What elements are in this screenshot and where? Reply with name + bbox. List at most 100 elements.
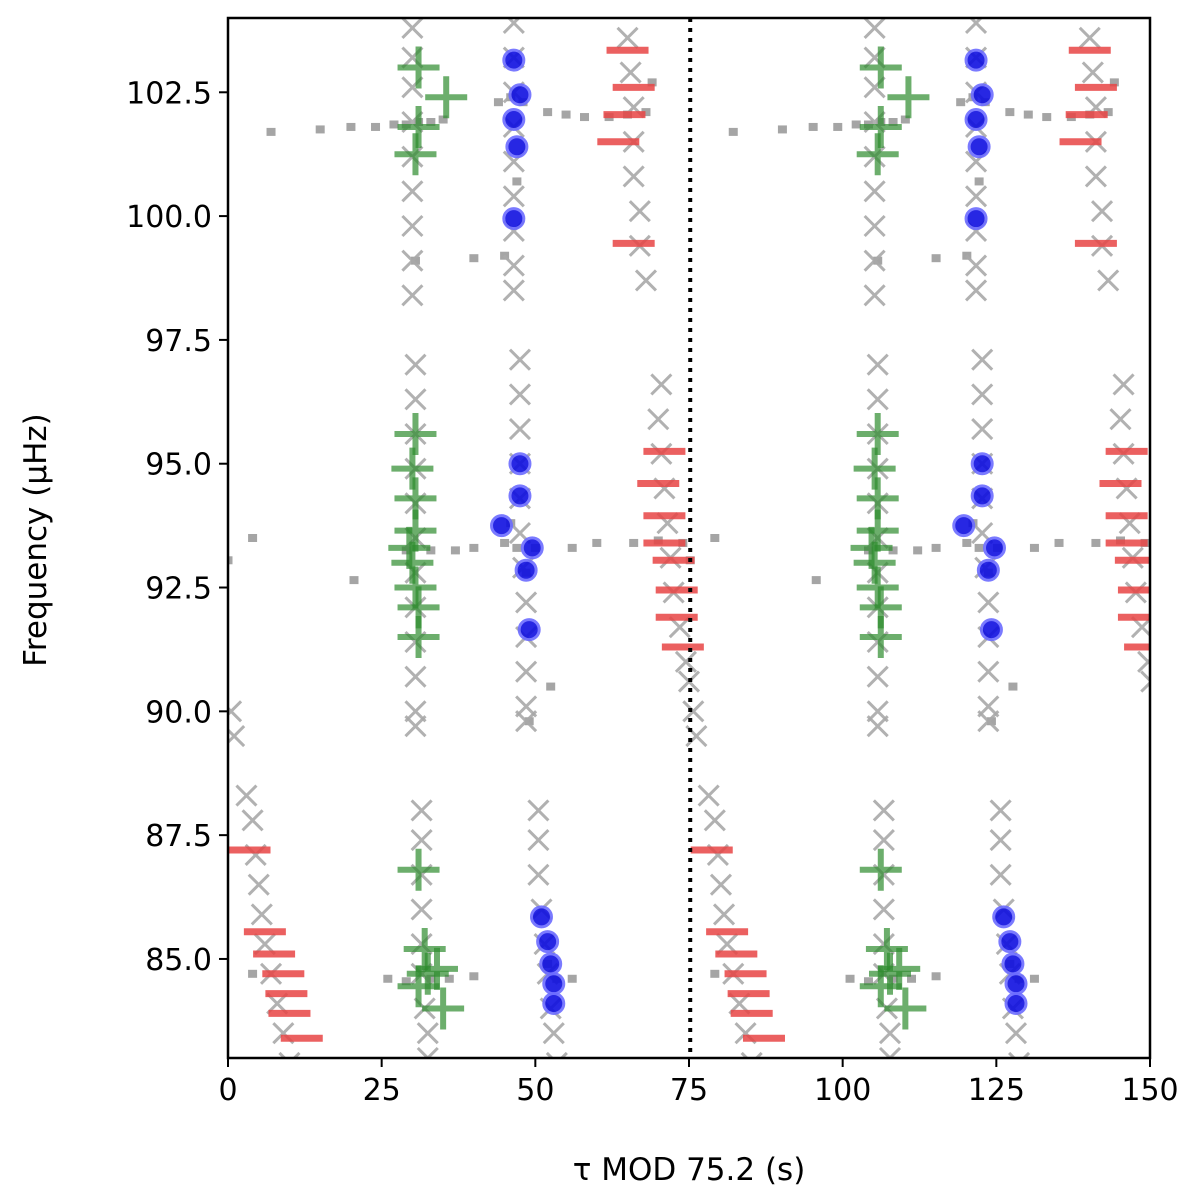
background-x-point bbox=[241, 809, 264, 832]
blue-circle-point bbox=[539, 952, 563, 976]
background-square-point bbox=[931, 543, 941, 552]
background-x-point bbox=[682, 700, 705, 723]
green-plus-point bbox=[397, 105, 440, 148]
background-square-point bbox=[873, 256, 883, 265]
blue-circle-point bbox=[490, 514, 514, 538]
background-x-point bbox=[401, 214, 424, 238]
background-square-point bbox=[500, 538, 510, 547]
x-axis-label: τ MOD 75.2 (s) bbox=[573, 1152, 806, 1188]
background-x-point bbox=[1008, 1051, 1031, 1058]
background-x-point bbox=[404, 665, 427, 688]
blue-circle-point bbox=[964, 108, 988, 132]
green-plus-point bbox=[856, 509, 899, 552]
background-square-point bbox=[410, 256, 420, 265]
blue-circle-point bbox=[970, 484, 994, 508]
green-plus-point bbox=[415, 947, 458, 990]
background-square-point bbox=[913, 546, 923, 555]
background-square-point bbox=[777, 125, 787, 134]
background-square-point bbox=[888, 118, 898, 126]
blue-circle-point bbox=[514, 558, 538, 582]
background-square-point bbox=[512, 543, 522, 552]
background-x-point bbox=[866, 353, 889, 376]
green-plus-point bbox=[856, 566, 899, 609]
background-square-point bbox=[383, 974, 393, 983]
background-x-point bbox=[628, 200, 651, 223]
green-plus-point bbox=[391, 447, 434, 490]
green-plus-point bbox=[859, 965, 902, 1008]
background-x-point bbox=[228, 725, 246, 748]
y-axis: 85.0 87.5 90.0 92.5 95.0 97.5 100.0 102.5 bbox=[126, 76, 228, 978]
background-square-point bbox=[349, 576, 359, 585]
blue-circle-point bbox=[964, 48, 988, 72]
green-plus-point bbox=[397, 616, 440, 659]
background-square-point bbox=[907, 974, 917, 983]
background-square-point bbox=[888, 974, 898, 983]
background-x-point bbox=[866, 388, 889, 411]
background-x-point bbox=[989, 863, 1012, 886]
y-axis-label: Frequency (μHz) bbox=[18, 413, 54, 667]
background-x-point bbox=[508, 348, 532, 371]
background-x-point bbox=[515, 660, 538, 683]
blue-circle-point bbox=[979, 618, 1003, 642]
background-square-point bbox=[629, 538, 639, 547]
background-square-point bbox=[1054, 538, 1064, 547]
blue-circle-point bbox=[508, 452, 532, 476]
background-x-point bbox=[616, 26, 639, 49]
x-tick-label: 0 bbox=[218, 1073, 237, 1108]
chart-marks bbox=[228, 18, 1150, 1058]
blue-circle-point bbox=[1001, 952, 1025, 976]
background-x-point bbox=[989, 829, 1012, 852]
x-tick-label: 75 bbox=[670, 1073, 708, 1108]
background-x-point bbox=[866, 715, 889, 738]
background-x-point bbox=[647, 408, 670, 431]
background-square-point bbox=[851, 120, 861, 129]
background-x-point bbox=[1097, 269, 1120, 292]
green-plus-point bbox=[887, 76, 930, 119]
background-x-point bbox=[622, 165, 645, 188]
background-x-point bbox=[878, 1022, 902, 1045]
y-tick-label: 87.5 bbox=[145, 819, 212, 854]
blue-circle-point bbox=[992, 905, 1016, 929]
background-x-point bbox=[740, 1051, 763, 1058]
background-square-point bbox=[444, 974, 454, 983]
background-square-point bbox=[808, 122, 818, 131]
background-x-point bbox=[1090, 200, 1114, 223]
y-tick-label: 92.5 bbox=[145, 572, 212, 607]
background-square-point bbox=[469, 254, 479, 263]
background-square-point bbox=[450, 546, 460, 555]
green-plus-point bbox=[394, 133, 437, 176]
background-x-point bbox=[964, 18, 988, 35]
blue-circle-point bbox=[982, 536, 1006, 560]
background-square-point bbox=[1029, 974, 1039, 983]
background-x-point bbox=[709, 873, 733, 896]
background-square-point bbox=[493, 98, 503, 107]
green-plus-point bbox=[394, 566, 437, 609]
background-x-point bbox=[674, 650, 697, 673]
green-plus-point bbox=[878, 947, 921, 990]
y-tick-label: 95.0 bbox=[145, 448, 212, 483]
background-square-point bbox=[346, 122, 356, 131]
green-plus-point bbox=[422, 987, 465, 1030]
background-x-point bbox=[404, 388, 427, 411]
background-square-point bbox=[1023, 110, 1033, 119]
background-square-point bbox=[426, 974, 436, 983]
background-x-point bbox=[1078, 26, 1101, 49]
background-square-point bbox=[974, 543, 984, 552]
background-x-point bbox=[527, 863, 550, 886]
background-x-point bbox=[250, 903, 273, 926]
green-plus-point bbox=[394, 413, 437, 455]
blue-circle-point bbox=[998, 930, 1022, 954]
background-square-point bbox=[371, 122, 381, 131]
background-square-point bbox=[426, 118, 436, 126]
background-x-point bbox=[977, 710, 1000, 733]
blue-circle-point bbox=[502, 48, 526, 72]
blue-circle-point bbox=[508, 484, 532, 508]
background-square-point bbox=[567, 974, 577, 983]
background-square-point bbox=[931, 972, 941, 981]
background-square-point bbox=[710, 969, 720, 978]
green-plus-point bbox=[884, 987, 927, 1030]
background-x-point bbox=[971, 417, 994, 441]
background-square-point bbox=[469, 972, 479, 981]
blue-circle-point bbox=[529, 905, 553, 929]
background-x-point bbox=[1004, 1022, 1028, 1045]
